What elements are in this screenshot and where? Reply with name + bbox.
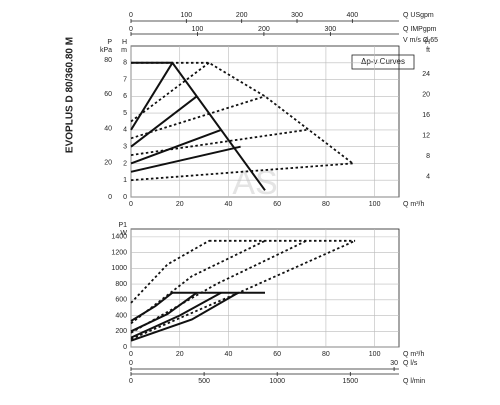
x-axis-label: Q m³/h	[403, 201, 424, 208]
curve	[130, 128, 222, 165]
y-tick-label: 0	[123, 194, 127, 201]
tick-label: 80	[104, 57, 112, 64]
axis-label: Q l/s	[403, 360, 418, 367]
y-tick-label: 1	[123, 177, 127, 184]
tick-label: 0	[129, 360, 133, 367]
curve	[130, 239, 266, 325]
tick-label: 0	[129, 378, 133, 385]
x-tick-label: 80	[322, 201, 330, 208]
x-tick-label: 0	[129, 201, 133, 208]
tick-label: 12	[422, 132, 430, 139]
tick-label: 30	[390, 360, 398, 367]
product-title: EVOPLUS D 80/360.80 M	[65, 37, 76, 153]
tick-label: 20	[422, 92, 430, 99]
tick-label: 0	[129, 12, 133, 19]
curve	[130, 145, 241, 173]
tick-label: 400	[347, 12, 359, 19]
curve	[130, 291, 222, 339]
x-axis-label: Q m³/h	[403, 351, 424, 358]
y-tick-label: 6	[123, 93, 127, 100]
watermark: AS	[232, 164, 277, 202]
tick-label: 24	[422, 71, 430, 78]
tick-label: 300	[325, 26, 337, 33]
curve	[130, 95, 198, 148]
y-tick-label: 0	[123, 344, 127, 351]
y-tick-label: 800	[115, 281, 127, 288]
tick-label: 20	[104, 160, 112, 167]
y-tick-label: 3	[123, 144, 127, 151]
tick-label: 100	[192, 26, 204, 33]
curve	[131, 61, 354, 165]
y-axis-label: P1	[118, 222, 127, 229]
axis-label: Q l/min	[403, 378, 425, 385]
y-axis-unit: m	[121, 47, 127, 54]
axis-unit: kPa	[100, 47, 112, 54]
x-tick-label: 20	[176, 201, 184, 208]
tick-label: 40	[104, 125, 112, 132]
curve	[130, 291, 239, 342]
curve	[130, 239, 356, 340]
tick-label: 500	[198, 378, 210, 385]
y-axis-label: H	[122, 39, 127, 46]
tick-label: 1000	[269, 378, 285, 385]
axis-label: H	[425, 39, 430, 46]
axis-unit: ft	[426, 47, 430, 54]
tick-label: 8	[426, 153, 430, 160]
plot-frame	[130, 228, 400, 348]
curve	[130, 62, 174, 131]
legend-label: Δp-v Curves	[361, 57, 405, 66]
tick-label: 200	[236, 12, 248, 19]
x-tick-label: 0	[129, 351, 133, 358]
legend-box	[351, 54, 415, 70]
y-tick-label: 1200	[111, 249, 127, 256]
curve	[130, 95, 266, 140]
curve	[130, 62, 210, 123]
y-tick-label: 7	[123, 76, 127, 83]
tick-label: 1500	[343, 378, 359, 385]
tick-label: 200	[258, 26, 270, 33]
y-tick-label: 2	[123, 160, 127, 167]
tick-label: 0	[108, 194, 112, 201]
y-tick-label: 600	[115, 297, 127, 304]
axis-label: Q IMPgpm	[403, 26, 437, 33]
tick-label: 100	[180, 12, 192, 19]
y-axis-unit: W	[120, 230, 127, 237]
x-tick-label: 60	[273, 201, 281, 208]
axis-label: Q USgpm	[403, 12, 434, 19]
x-tick-label: 20	[176, 351, 184, 358]
y-tick-label: 1400	[111, 234, 127, 241]
x-tick-label: 40	[225, 351, 233, 358]
y-tick-label: 400	[115, 312, 127, 319]
x-tick-label: 100	[369, 351, 381, 358]
y-tick-label: 4	[123, 127, 127, 134]
y-tick-label: 1000	[111, 265, 127, 272]
axis-label: P	[107, 39, 112, 46]
x-tick-label: 60	[273, 351, 281, 358]
tick-label: 0	[129, 26, 133, 33]
y-tick-label: 200	[115, 328, 127, 335]
x-tick-label: 40	[225, 201, 233, 208]
tick-label: 4	[426, 173, 430, 180]
y-tick-label: 5	[123, 110, 127, 117]
tick-label: 60	[104, 91, 112, 98]
y-tick-label: 8	[123, 60, 127, 67]
tick-label: 300	[291, 12, 303, 19]
tick-label: 16	[422, 112, 430, 119]
axis-label: V m/s Ø 65	[403, 37, 438, 44]
curve	[130, 162, 353, 182]
x-tick-label: 100	[369, 201, 381, 208]
x-tick-label: 80	[322, 351, 330, 358]
